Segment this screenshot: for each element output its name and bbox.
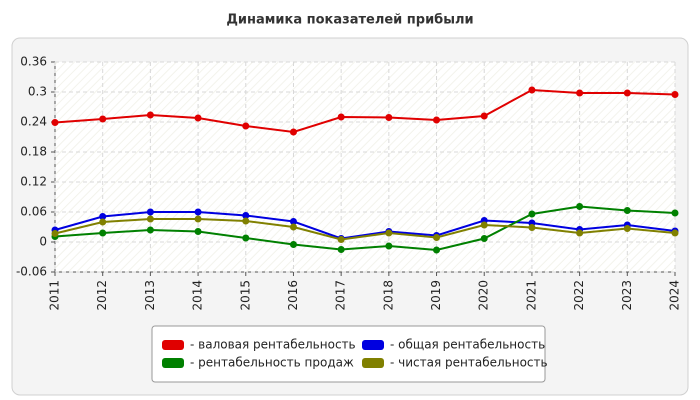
- data-point: [242, 212, 250, 219]
- data-point: [51, 230, 59, 237]
- data-point: [337, 113, 345, 121]
- legend-swatch: [162, 340, 184, 350]
- data-point: [528, 86, 536, 94]
- data-point: [289, 218, 297, 225]
- data-point: [289, 223, 297, 231]
- data-point: [671, 229, 679, 237]
- x-tick-label: 2022: [572, 280, 586, 311]
- x-tick-label: 2020: [477, 280, 491, 311]
- series-line: [54, 211, 676, 240]
- x-tick-label: 2021: [524, 280, 538, 311]
- legend-label: - рентабельность продаж: [190, 356, 354, 370]
- x-tick-label: 2024: [668, 280, 682, 311]
- series-line: [54, 88, 676, 134]
- data-point: [194, 114, 202, 122]
- data-point: [99, 213, 107, 220]
- data-point: [623, 207, 631, 214]
- data-point: [337, 246, 345, 253]
- data-point: [146, 215, 154, 223]
- chart-title: Динамика показателей прибыли: [226, 13, 473, 28]
- legend-swatch: [362, 358, 384, 368]
- data-point: [433, 116, 441, 124]
- data-point: [99, 229, 107, 237]
- data-point: [242, 217, 250, 225]
- data-point: [480, 221, 488, 229]
- y-tick-label: 0.18: [20, 145, 47, 159]
- data-point: [289, 128, 297, 136]
- series-line: [54, 218, 676, 241]
- y-tick-label: 0.36: [20, 55, 47, 69]
- data-point: [337, 236, 345, 243]
- data-point: [576, 203, 584, 210]
- legend-label: - чистая рентабельность: [390, 356, 548, 370]
- data-point: [576, 89, 584, 97]
- x-tick-label: 2014: [191, 280, 205, 311]
- y-tick-label: 0.12: [20, 175, 47, 189]
- data-point: [146, 226, 154, 234]
- x-tick-label: 2023: [620, 280, 634, 311]
- data-point: [528, 224, 536, 231]
- y-tick-label: -0.06: [16, 265, 47, 279]
- legend-swatch: [162, 358, 184, 368]
- data-point: [194, 208, 202, 216]
- x-tick-label: 2016: [286, 280, 300, 311]
- data-point: [528, 210, 536, 218]
- data-point: [146, 111, 154, 119]
- data-point: [623, 225, 631, 232]
- y-tick-label: 0.3: [28, 85, 47, 99]
- x-tick-label: 2017: [334, 280, 348, 311]
- data-point: [671, 209, 679, 217]
- data-point: [194, 215, 202, 223]
- x-tick-label: 2015: [238, 280, 252, 311]
- data-point: [194, 228, 202, 235]
- data-point: [385, 114, 393, 121]
- data-point: [242, 122, 250, 130]
- legend-label: - валовая рентабельность: [190, 338, 356, 352]
- legend-label: - общая рентабельность: [390, 338, 545, 352]
- data-point: [289, 241, 297, 248]
- data-point: [480, 235, 488, 242]
- data-point: [433, 234, 441, 241]
- data-point: [671, 91, 679, 98]
- x-tick-label: 2019: [429, 280, 443, 311]
- data-point: [242, 234, 250, 242]
- data-point: [623, 89, 631, 97]
- x-tick-label: 2018: [381, 280, 395, 311]
- data-point: [51, 119, 59, 126]
- x-tick-label: 2013: [143, 280, 157, 311]
- data-point: [480, 112, 488, 120]
- data-point: [576, 229, 584, 237]
- data-point: [385, 229, 393, 237]
- x-tick-label: 2011: [48, 280, 62, 311]
- legend-swatch: [362, 340, 384, 350]
- series-line: [54, 205, 676, 252]
- x-tick-label: 2012: [95, 280, 109, 311]
- y-tick-label: 0.06: [20, 205, 47, 219]
- data-point: [99, 218, 107, 226]
- y-tick-label: 0.24: [20, 115, 47, 129]
- data-point: [433, 246, 441, 254]
- data-point: [99, 115, 107, 123]
- data-point: [385, 242, 393, 250]
- data-point: [146, 208, 154, 216]
- y-tick-label: 0: [39, 235, 47, 249]
- legend-box: [151, 325, 546, 383]
